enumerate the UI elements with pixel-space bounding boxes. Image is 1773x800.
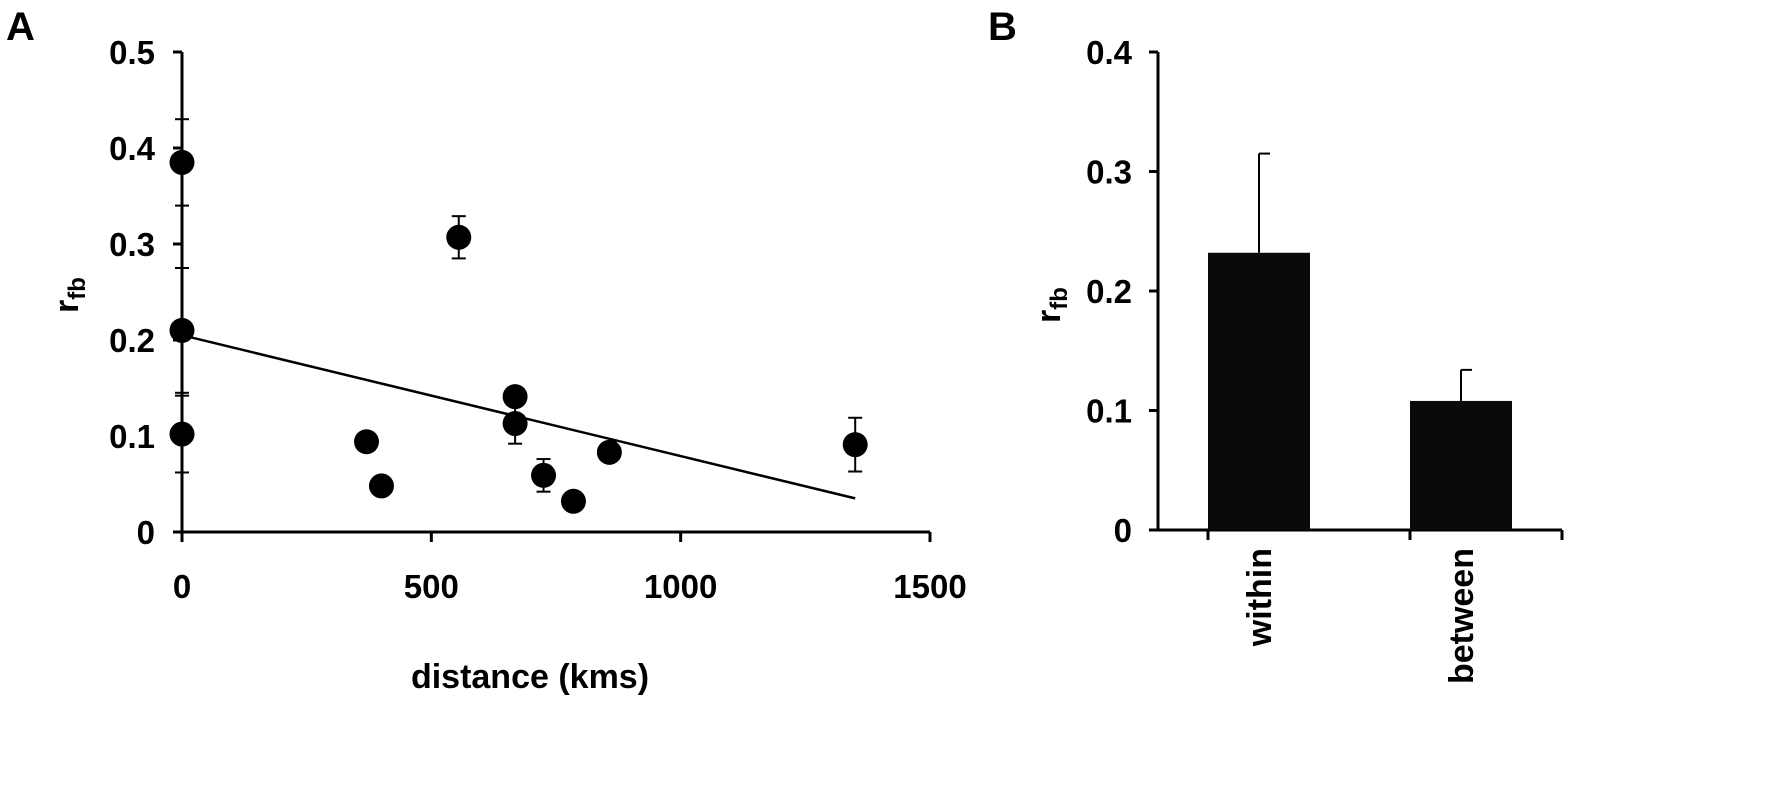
panel-b-category-labels: within between <box>1241 548 1481 684</box>
panel-a-x-tick-label: 1000 <box>644 568 717 605</box>
panel-b-label: B <box>988 5 1017 49</box>
panel-b-bar <box>1208 252 1310 530</box>
panel-a-y-tick-label: 0.1 <box>109 418 155 455</box>
panel-a-x-axis-title: distance (kms) <box>411 658 649 696</box>
panel-b-error-bars <box>1258 152 1472 401</box>
panel-a-data-point <box>368 473 394 499</box>
panel-a-data-point <box>169 421 195 447</box>
panel-a-data-point <box>531 462 557 488</box>
panel-a-y-tick-label: 0 <box>137 514 155 551</box>
panel-a-y-tick-label: 0.5 <box>109 34 155 71</box>
panel-a-data-point <box>502 384 528 410</box>
panel-b-y-axis-title-sub: fb <box>1046 287 1073 310</box>
panel-b-y-tick-labels: 0 0.1 0.2 0.3 0.4 <box>1086 34 1133 549</box>
panel-a-data-point <box>842 432 868 458</box>
panel-b-bar <box>1410 400 1512 530</box>
panel-a-y-tick-labels: 0 0.1 0.2 0.3 0.4 0.5 <box>109 34 156 551</box>
panel-a-y-tick-label: 0.2 <box>109 322 155 359</box>
panel-a-y-tick-label: 0.4 <box>109 130 156 167</box>
panel-a-x-tick-label: 1500 <box>893 568 966 605</box>
panel-b-y-tick-label: 0.1 <box>1086 393 1132 430</box>
panel-a-data-point <box>502 411 528 437</box>
panel-a-data-point <box>169 317 195 343</box>
panel-a-scatter: A 0 0.1 0.2 0.3 0.4 0.5 0 500 1000 1500 distance… <box>6 5 967 696</box>
panel-b-y-tick-label: 0.4 <box>1086 34 1133 71</box>
panel-a-x-tick-label: 500 <box>404 568 459 605</box>
panel-b-category-label: between <box>1443 548 1481 684</box>
panel-b-y-tick-label: 0 <box>1114 512 1132 549</box>
panel-a-data-point <box>169 149 195 175</box>
panel-a-label: A <box>6 5 35 49</box>
panel-a-data-point <box>560 488 586 514</box>
panel-a-x-tick-label: 0 <box>173 568 191 605</box>
panel-a-y-axis-title-main: r <box>48 300 86 313</box>
panel-b-y-axis-title: rfb <box>1030 287 1073 323</box>
panel-b-y-tick-label: 0.3 <box>1086 154 1132 191</box>
panel-b-y-axis-title-main: r <box>1030 310 1068 323</box>
panel-a-y-axis-title-sub: fb <box>64 277 91 300</box>
panel-a-data-points <box>169 149 868 514</box>
panel-b-bars <box>1208 252 1512 530</box>
panel-b-bar: B 0 0.1 0.2 0.3 0.4 within between rfb <box>988 5 1564 684</box>
panel-a-data-point <box>596 439 622 465</box>
panel-a-error-bars <box>175 118 863 493</box>
panel-a-data-point <box>446 224 472 250</box>
panel-a-x-tick-labels: 0 500 1000 1500 <box>173 568 967 605</box>
panel-b-category-label: within <box>1241 548 1279 647</box>
panel-a-data-point <box>354 429 380 455</box>
panel-a-y-axis-title: rfb <box>48 277 91 313</box>
panel-a-y-tick-label: 0.3 <box>109 226 155 263</box>
panel-b-y-tick-label: 0.2 <box>1086 273 1132 310</box>
